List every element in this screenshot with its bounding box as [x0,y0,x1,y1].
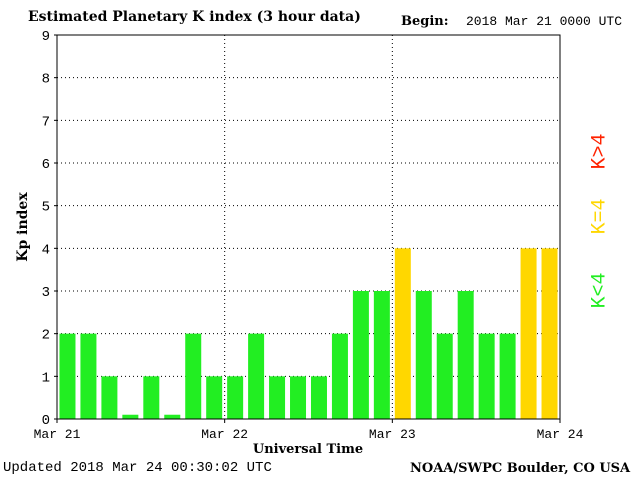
y-axis-label: Kp index [15,192,31,262]
bar-series [59,248,558,419]
y-tick-label: 3 [42,285,50,301]
kp-bar [248,333,265,419]
grid-lines [57,34,560,419]
x-axis-ticks: Mar 21 Mar 22 Mar 23 Mar 24 [34,419,584,442]
kp-bar [185,333,202,419]
kp-bar [520,248,537,419]
kp-bar [101,376,118,419]
begin-value: 2018 Mar 21 0000 UTC [466,14,623,29]
kp-bar [436,333,453,419]
y-tick-label: 5 [42,200,50,216]
kp-bar [457,291,474,419]
y-tick-label: 8 [42,72,50,88]
y-tick-label: 4 [42,242,50,258]
kp-bar [331,333,348,419]
x-tick-label: Mar 21 [34,427,81,442]
y-tick-label: 9 [42,29,50,45]
plot-frame [56,34,561,420]
kp-bar [143,376,160,419]
y-tick-label: 7 [42,114,50,130]
kp-bar [122,414,139,419]
kp-bar [352,291,369,419]
x-axis-label: Universal Time [253,442,363,457]
y-tick-label: 2 [42,328,50,344]
kp-bar [541,248,558,419]
y-tick-label: 6 [42,157,50,173]
y-tick-label: 0 [42,413,50,429]
kp-bar [499,333,516,419]
chart-title: Estimated Planetary K index (3 hour data… [28,9,361,25]
kp-bar [373,291,390,419]
credit-text: NOAA/SWPC Boulder, CO USA [410,461,631,476]
x-tick-label: Mar 23 [369,427,416,442]
updated-timestamp: Updated 2018 Mar 24 00:30:02 UTC [3,460,272,476]
x-tick-label: Mar 22 [201,427,248,442]
x-tick-label: Mar 24 [537,427,584,442]
updated-text: Updated 2018 Mar 24 00:30:02 UTC [3,460,272,476]
kp-bar [227,376,244,419]
y-axis-ticks: 0 1 2 3 4 5 6 7 8 9 [42,29,57,429]
kp-bar [415,291,432,419]
kp-bar [394,248,411,419]
kp-bar [59,333,76,419]
kp-bar [478,333,495,419]
kp-bar [269,376,286,419]
legend-k-low: K<4 [588,272,612,309]
kp-bar [80,333,97,419]
kp-bar [310,376,327,419]
legend-k-high: K>4 [588,133,612,170]
begin-label: Begin: [401,14,449,29]
kp-bar [290,376,307,419]
kp-bar [206,376,223,419]
legend-k-equal: K=4 [588,198,612,235]
y-tick-label: 1 [42,370,50,386]
kp-bar [164,414,181,419]
